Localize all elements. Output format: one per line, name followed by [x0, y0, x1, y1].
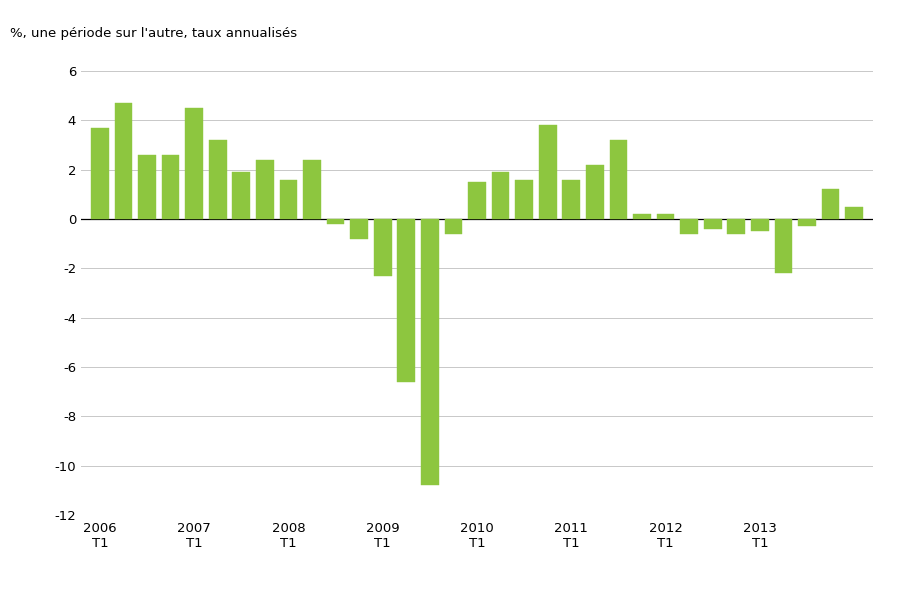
- Bar: [491, 172, 509, 219]
- Bar: [727, 219, 745, 234]
- Bar: [139, 155, 156, 219]
- Bar: [634, 214, 651, 219]
- Bar: [327, 219, 345, 224]
- Bar: [704, 219, 722, 229]
- Bar: [751, 219, 769, 231]
- Bar: [185, 108, 203, 219]
- Bar: [91, 128, 109, 219]
- Bar: [586, 165, 604, 219]
- Bar: [280, 179, 297, 219]
- Bar: [822, 189, 840, 219]
- Bar: [209, 140, 227, 219]
- Bar: [516, 179, 533, 219]
- Bar: [657, 214, 674, 219]
- Bar: [114, 103, 132, 219]
- Bar: [680, 219, 698, 234]
- Bar: [162, 155, 179, 219]
- Bar: [539, 126, 556, 219]
- Bar: [256, 160, 274, 219]
- Bar: [374, 219, 392, 276]
- Bar: [303, 160, 320, 219]
- Bar: [798, 219, 815, 226]
- Bar: [232, 172, 250, 219]
- Bar: [845, 207, 863, 219]
- Bar: [468, 182, 486, 219]
- Bar: [398, 219, 415, 382]
- Text: %, une période sur l'autre, taux annualisés: %, une période sur l'autre, taux annuali…: [10, 27, 297, 40]
- Bar: [562, 179, 580, 219]
- Bar: [775, 219, 792, 274]
- Bar: [445, 219, 463, 234]
- Bar: [609, 140, 627, 219]
- Bar: [350, 219, 368, 239]
- Bar: [421, 219, 438, 485]
